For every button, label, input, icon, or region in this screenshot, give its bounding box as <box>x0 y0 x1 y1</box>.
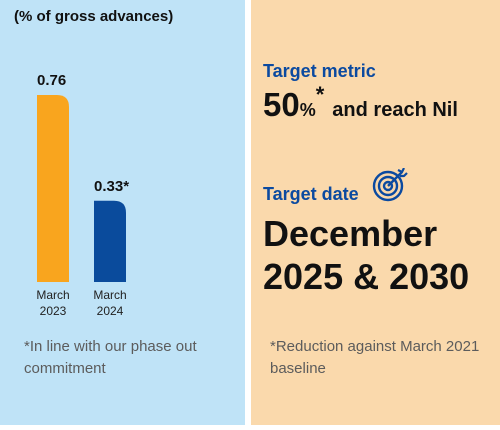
target-icon <box>372 168 408 202</box>
bar-chart: 0.76 March 2023 0.33* March 2024 <box>36 72 129 318</box>
target-date-heading: Target date <box>263 184 359 204</box>
target-date-value: December 2025 & 2030 <box>263 212 498 298</box>
right-footnote: *Reduction against March 2021 baseline <box>270 338 480 377</box>
target-metric-star: * <box>315 82 325 107</box>
panel-divider <box>245 0 251 425</box>
category-label-0-0: March <box>36 288 69 302</box>
bottom-strip <box>0 425 500 430</box>
bar-1 <box>94 200 126 282</box>
data-label-1: 0.33* <box>94 178 129 195</box>
category-label-0-1: 2023 <box>40 304 67 318</box>
target-metric-number: 50 <box>263 86 300 123</box>
target-metric-tail: and reach Nil <box>332 99 458 121</box>
target-metric-heading: Target metric <box>263 61 376 81</box>
target-date-line2: 2025 & 2030 <box>263 256 470 297</box>
unit-label: (% of gross advances) <box>14 8 174 25</box>
bar-0 <box>37 95 69 282</box>
category-label-1-0: March <box>93 288 126 302</box>
category-label-1-1: 2024 <box>97 304 124 318</box>
right-panel <box>251 0 500 425</box>
left-footnote: *In line with our phase out commitment <box>24 338 197 377</box>
data-label-0: 0.76 <box>37 72 66 89</box>
target-metric-value: 50%* and reach Nil <box>263 82 458 124</box>
target-metric-percent: % <box>299 100 316 120</box>
target-date-line1: December <box>263 213 438 254</box>
